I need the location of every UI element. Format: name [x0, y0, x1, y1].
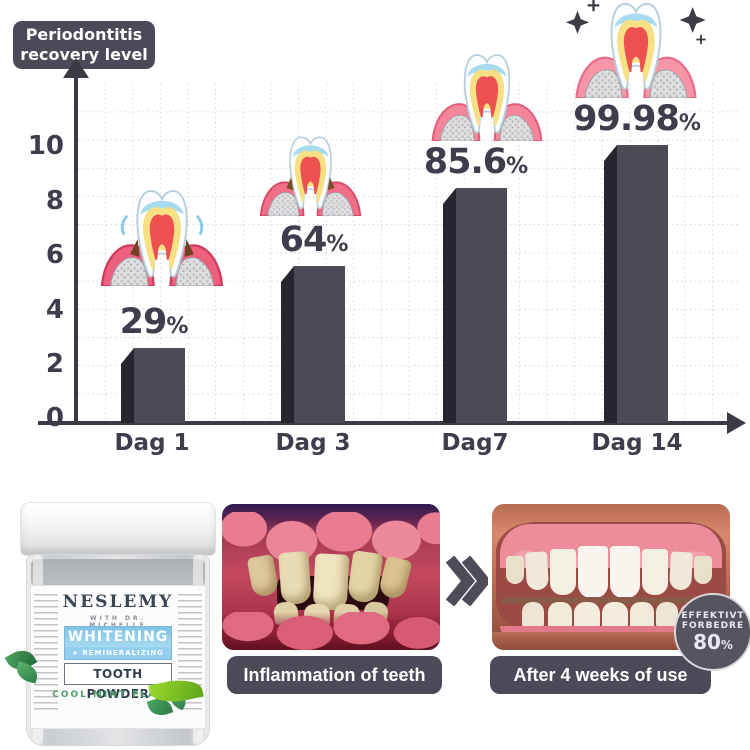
value-number: 29	[119, 302, 168, 342]
bar-side-face	[121, 348, 134, 423]
tooth-gum-illustration-stage-1	[100, 189, 224, 286]
product-type: TOOTH POWDER	[64, 663, 172, 701]
feature-secondary: + REMINERALIZING	[65, 647, 171, 659]
flavor-text: COOL MINT FLAVOR	[52, 690, 184, 700]
bar-value-dag-1: 29%	[88, 302, 220, 342]
badge-line2: FORBEDRE	[681, 621, 745, 631]
percent-sign: %	[166, 314, 189, 339]
white-tooth	[669, 551, 693, 591]
before-photo	[222, 504, 440, 650]
sparkle-icon	[679, 7, 706, 33]
y-tick-0: 0	[45, 403, 64, 433]
chart-title-line2: recovery level	[20, 45, 148, 64]
bar-side-face	[604, 145, 617, 423]
white-tooth	[525, 551, 549, 591]
white-tooth	[550, 549, 576, 595]
jar-front-label: NESLEMY WITH DR. MICHELLE WHITENING + RE…	[31, 585, 205, 729]
value-number: 85.6	[423, 142, 507, 182]
x-axis	[38, 421, 730, 425]
bar-front-face	[294, 266, 345, 423]
lower-lip	[492, 632, 730, 650]
sparkle-icon	[587, 0, 600, 12]
value-number: 99.98	[573, 99, 680, 139]
percent-sign: %	[506, 154, 529, 179]
value-number: 64	[279, 220, 328, 260]
bar-side-face	[281, 266, 294, 423]
y-tick-6: 6	[45, 240, 64, 270]
brand-tagline: WITH DR. MICHELLE	[89, 615, 147, 629]
before-caption: Inflammation of teeth	[227, 656, 442, 694]
tooth-gum-illustration-stage-2	[259, 136, 362, 216]
sparkle-icon	[696, 34, 706, 45]
feature-box: WHITENING + REMINERALIZING	[64, 626, 172, 660]
effectiveness-badge: EFFEKTIVT FORBEDRE 80%	[674, 593, 750, 671]
bar-front-face	[134, 348, 185, 423]
brand-name: NESLEMY	[62, 592, 174, 612]
discolored-tooth	[312, 553, 350, 611]
bar-dag-7	[443, 188, 507, 423]
bar-front-face	[617, 145, 668, 423]
x-label-dag-1: Dag 1	[114, 430, 190, 456]
x-label-dag-7: Dag7	[441, 430, 509, 456]
badge-number: 80	[693, 630, 721, 654]
white-tooth	[522, 602, 544, 628]
white-tooth	[694, 556, 712, 584]
bite-line-shadow	[502, 597, 720, 604]
white-tooth	[548, 602, 572, 630]
white-tooth	[630, 602, 654, 630]
white-tooth	[506, 556, 524, 584]
powder-surface	[31, 559, 205, 587]
percent-sign: %	[326, 232, 349, 257]
sparkle-icon	[566, 10, 590, 34]
bar-front-face	[456, 188, 507, 423]
badge-value: 80%	[676, 631, 750, 653]
percent-sign: %	[678, 111, 701, 136]
y-axis	[74, 76, 78, 423]
y-tick-10: 10	[27, 131, 64, 161]
x-label-dag-3: Dag 3	[275, 430, 351, 456]
y-tick-2: 2	[45, 349, 64, 379]
white-tooth	[642, 549, 668, 595]
swollen-lower-gums	[222, 612, 440, 650]
after-caption: After 4 weeks of use	[490, 656, 711, 694]
bar-dag-3	[281, 266, 345, 423]
discolored-tooth	[278, 551, 312, 605]
bar-value-dag-14: 99.98%	[571, 99, 703, 139]
white-tooth	[578, 546, 608, 598]
tooth-gum-illustration-stage-4	[566, 0, 706, 98]
chart-title: Periodontitis recovery level	[13, 21, 155, 69]
badge-line1: EFFEKTIVT	[681, 611, 745, 621]
y-tick-8: 8	[45, 186, 64, 216]
chart-title-line1: Periodontitis	[25, 25, 143, 44]
jar-body: NESLEMY WITH DR. MICHELLE WHITENING + RE…	[26, 554, 210, 746]
ingredients-side-text	[34, 594, 58, 712]
bar-dag-14	[604, 145, 668, 423]
y-axis-arrow-icon	[63, 58, 89, 78]
bar-dag-1	[121, 348, 185, 423]
x-label-dag-14: Dag 14	[591, 430, 683, 456]
arrow-right-icon	[446, 556, 488, 606]
y-tick-4: 4	[45, 295, 64, 325]
white-tooth	[656, 602, 678, 628]
percent-sign: %	[720, 638, 733, 652]
product-jar: NESLEMY WITH DR. MICHELLE WHITENING + RE…	[4, 498, 216, 748]
feature-primary: WHITENING	[65, 627, 171, 647]
white-tooth	[610, 546, 640, 598]
bar-value-dag-3: 64%	[248, 220, 380, 260]
bar-side-face	[443, 188, 456, 423]
x-axis-arrow-icon	[727, 412, 746, 434]
tooth-gum-illustration-stage-3	[431, 53, 543, 141]
jar-lid	[20, 502, 216, 556]
bar-value-dag-7: 85.6%	[410, 142, 542, 182]
